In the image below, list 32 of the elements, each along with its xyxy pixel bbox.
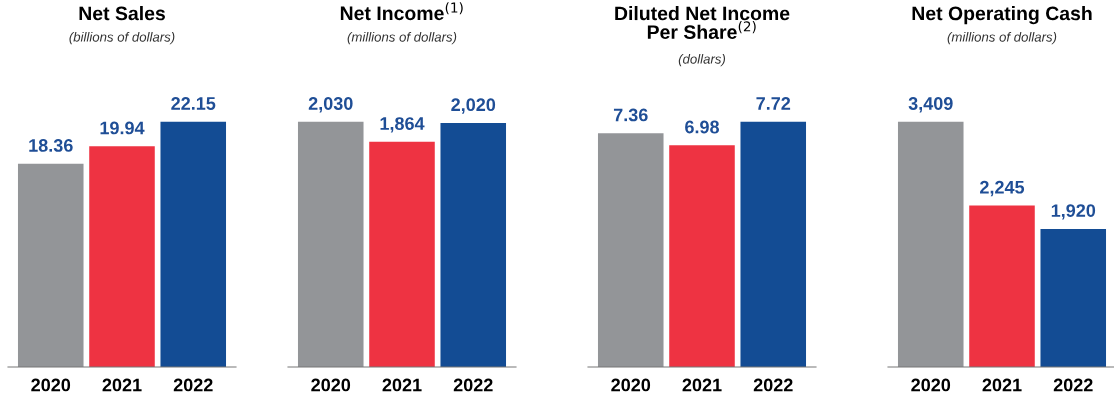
x-tick-label: 2022 [1053,378,1093,392]
data-label: 19.94 [100,121,145,135]
chart-subtitle: (billions of dollars) [69,32,175,45]
x-tick-label: 2022 [453,378,493,392]
data-label: 1,920 [1051,204,1096,220]
data-label: 2,245 [980,180,1025,197]
x-tick-label: 2021 [382,378,422,392]
chart-subtitle: (millions of dollars) [947,32,1057,45]
chart-title: Net Income$^{(1)}$ [340,2,463,21]
data-label: 22.15 [171,97,216,110]
x-tick-label: 2021 [982,378,1022,392]
chart-title: Diluted Net Income Per Share$^{(2)}$ [615,6,790,39]
x-tick-label: 2020 [911,378,951,392]
data-label: 6.98 [685,120,720,134]
x-tick-label: 2022 [173,378,213,392]
chart-subtitle: (millions of dollars) [347,32,457,45]
chart-title: Net Sales [79,6,165,21]
data-label: 3,409 [908,97,953,113]
data-label: 7.36 [613,108,648,122]
chart-subtitle: (dollars) [678,54,726,67]
x-tick-label: 2020 [611,378,651,392]
x-tick-label: 2020 [311,378,351,392]
x-tick-label: 2021 [102,378,142,392]
x-tick-label: 2022 [753,378,793,392]
data-label: 1,864 [380,117,425,133]
data-label: 2,030 [308,97,353,113]
data-label: 7.72 [756,97,791,110]
x-tick-label: 2021 [682,378,722,392]
chart-title: Net Operating Cash [912,6,1092,25]
data-label: 2,020 [451,98,496,114]
x-tick-label: 2020 [31,378,71,392]
data-label: 18.36 [29,139,73,152]
